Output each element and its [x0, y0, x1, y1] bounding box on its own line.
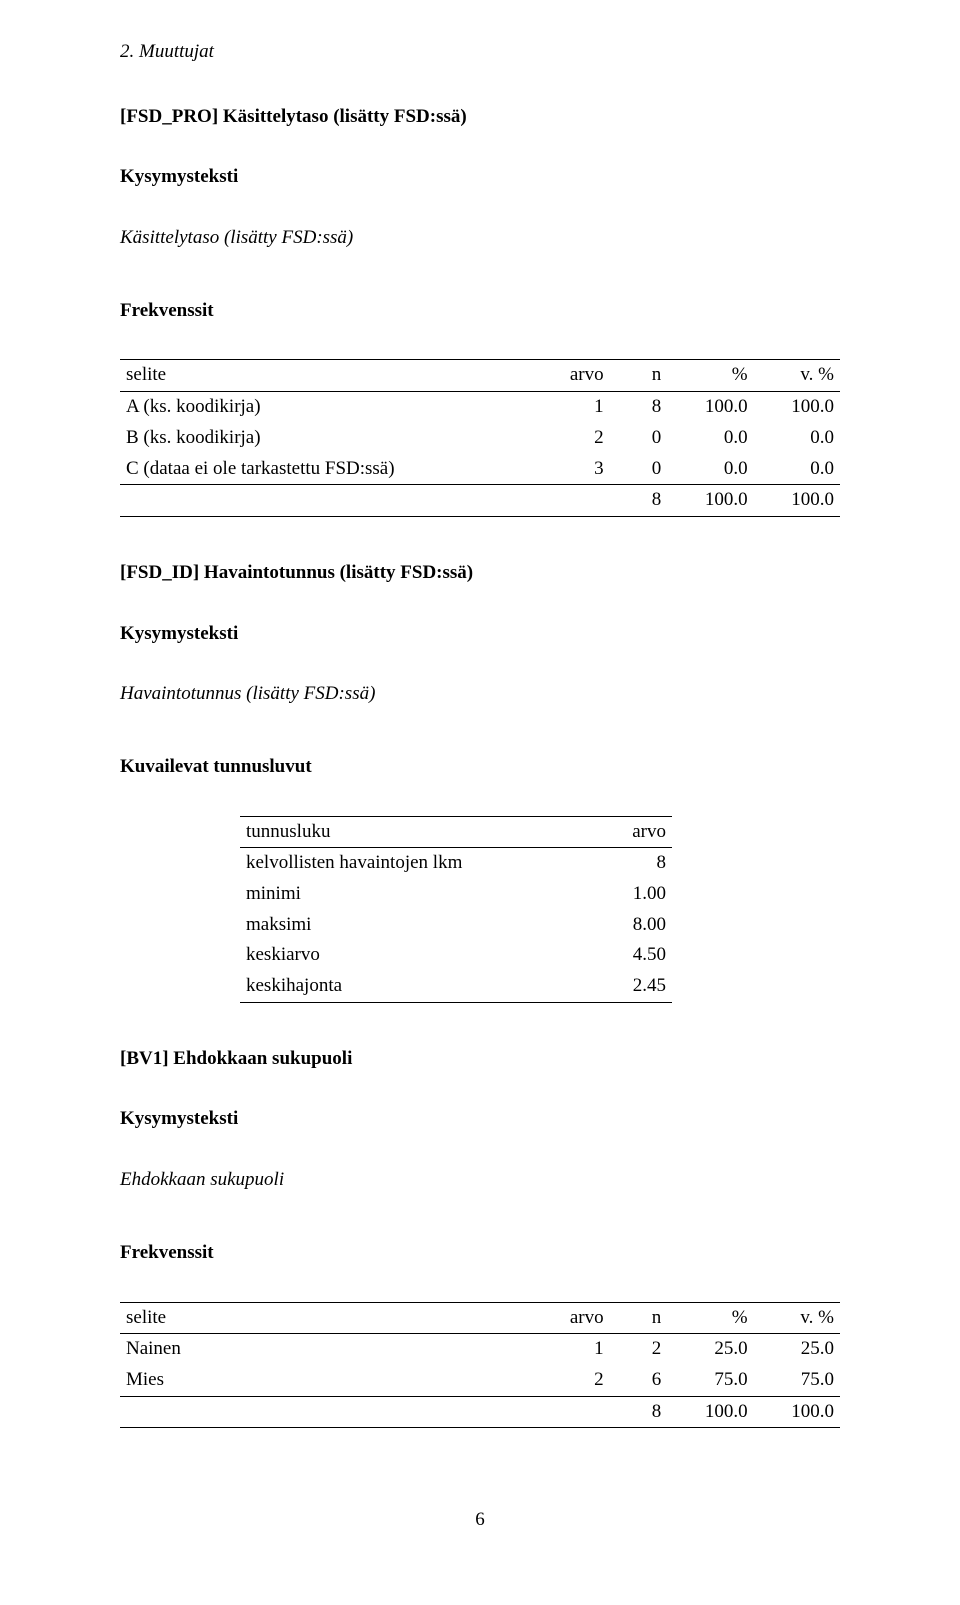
- cell-n: 2: [610, 1334, 668, 1365]
- kysymysteksti-label: Kysymysteksti: [120, 622, 840, 647]
- frekvenssit-label: Frekvenssit: [120, 299, 840, 324]
- var-fsd-pro-question: Käsittelytaso (lisätty FSD:ssä): [120, 226, 840, 251]
- var-bv1-title: [BV1] Ehdokkaan sukupuoli: [120, 1047, 840, 1072]
- cell-value: 8.00: [600, 910, 672, 941]
- th-pct: %: [667, 360, 753, 392]
- cell-vpct: 0.0: [754, 454, 840, 485]
- cell-value: 8: [600, 848, 672, 879]
- freq-table-fsd-pro: selite arvo n % v. % A (ks. koodikirja) …: [120, 359, 840, 516]
- cell-value: 4.50: [600, 940, 672, 971]
- table-row: keskiarvo 4.50: [240, 940, 672, 971]
- frekvenssit-label: Frekvenssit: [120, 1241, 840, 1266]
- cell-n: 0: [610, 423, 668, 454]
- cell-pct: 0.0: [667, 423, 753, 454]
- cell-value: 1.00: [600, 879, 672, 910]
- cell-label: keskihajonta: [240, 971, 600, 1002]
- cell-arvo: 3: [538, 454, 610, 485]
- table-row: B (ks. koodikirja) 2 0 0.0 0.0: [120, 423, 840, 454]
- cell-selite: Mies: [120, 1365, 538, 1396]
- th-vpct: v. %: [754, 1302, 840, 1334]
- table-row: maksimi 8.00: [240, 910, 672, 941]
- freq-table-bv1: selite arvo n % v. % Nainen 1 2 25.0 25.…: [120, 1302, 840, 1429]
- kuvailevat-label: Kuvailevat tunnusluvut: [120, 755, 840, 780]
- table-row: Nainen 1 2 25.0 25.0: [120, 1334, 840, 1365]
- th-arvo: arvo: [600, 816, 672, 848]
- table-header-row: tunnusluku arvo: [240, 816, 672, 848]
- cell-pct: 75.0: [667, 1365, 753, 1396]
- cell-label: maksimi: [240, 910, 600, 941]
- table-row: keskihajonta 2.45: [240, 971, 672, 1002]
- th-pct: %: [667, 1302, 753, 1334]
- kysymysteksti-label: Kysymysteksti: [120, 165, 840, 190]
- cell-vpct: 100.0: [754, 485, 840, 517]
- table-row: C (dataa ei ole tarkastettu FSD:ssä) 3 0…: [120, 454, 840, 485]
- cell-pct: 25.0: [667, 1334, 753, 1365]
- th-arvo: arvo: [538, 1302, 610, 1334]
- cell-vpct: 100.0: [754, 392, 840, 423]
- th-selite: selite: [120, 1302, 538, 1334]
- cell-selite: C (dataa ei ole tarkastettu FSD:ssä): [120, 454, 538, 485]
- cell-pct: 100.0: [667, 485, 753, 517]
- cell-pct: 100.0: [667, 392, 753, 423]
- cell-n: 0: [610, 454, 668, 485]
- cell-value: 2.45: [600, 971, 672, 1002]
- th-tunnusluku: tunnusluku: [240, 816, 600, 848]
- th-arvo: arvo: [538, 360, 610, 392]
- table-header-row: selite arvo n % v. %: [120, 1302, 840, 1334]
- stats-table-fsd-id: tunnusluku arvo kelvollisten havaintojen…: [240, 816, 672, 1003]
- cell-n: 6: [610, 1365, 668, 1396]
- var-fsd-id-title: [FSD_ID] Havaintotunnus (lisätty FSD:ssä…: [120, 561, 840, 586]
- table-total-row: 8 100.0 100.0: [120, 485, 840, 517]
- table-row: minimi 1.00: [240, 879, 672, 910]
- var-fsd-pro-title: [FSD_PRO] Käsittelytaso (lisätty FSD:ssä…: [120, 105, 840, 130]
- cell-pct: 0.0: [667, 454, 753, 485]
- cell-n: 8: [610, 392, 668, 423]
- cell-arvo: 1: [538, 392, 610, 423]
- cell-vpct: 100.0: [754, 1396, 840, 1428]
- table-row: kelvollisten havaintojen lkm 8: [240, 848, 672, 879]
- cell-label: minimi: [240, 879, 600, 910]
- cell-arvo: 1: [538, 1334, 610, 1365]
- cell-selite: A (ks. koodikirja): [120, 392, 538, 423]
- page-number: 6: [120, 1508, 840, 1533]
- th-vpct: v. %: [754, 360, 840, 392]
- var-fsd-id-question: Havaintotunnus (lisätty FSD:ssä): [120, 682, 840, 707]
- cell-vpct: 25.0: [754, 1334, 840, 1365]
- th-n: n: [610, 1302, 668, 1334]
- cell-selite: Nainen: [120, 1334, 538, 1365]
- var-bv1-question: Ehdokkaan sukupuoli: [120, 1168, 840, 1193]
- table-row: A (ks. koodikirja) 1 8 100.0 100.0: [120, 392, 840, 423]
- kysymysteksti-label: Kysymysteksti: [120, 1107, 840, 1132]
- table-total-row: 8 100.0 100.0: [120, 1396, 840, 1428]
- th-selite: selite: [120, 360, 538, 392]
- cell-pct: 100.0: [667, 1396, 753, 1428]
- th-n: n: [610, 360, 668, 392]
- cell-label: keskiarvo: [240, 940, 600, 971]
- table-header-row: selite arvo n % v. %: [120, 360, 840, 392]
- cell-vpct: 75.0: [754, 1365, 840, 1396]
- table-row: Mies 2 6 75.0 75.0: [120, 1365, 840, 1396]
- cell-n: 8: [610, 485, 668, 517]
- section-heading: 2. Muuttujat: [120, 40, 840, 65]
- cell-arvo: 2: [538, 1365, 610, 1396]
- cell-vpct: 0.0: [754, 423, 840, 454]
- cell-n: 8: [610, 1396, 668, 1428]
- cell-label: kelvollisten havaintojen lkm: [240, 848, 600, 879]
- cell-arvo: 2: [538, 423, 610, 454]
- cell-selite: B (ks. koodikirja): [120, 423, 538, 454]
